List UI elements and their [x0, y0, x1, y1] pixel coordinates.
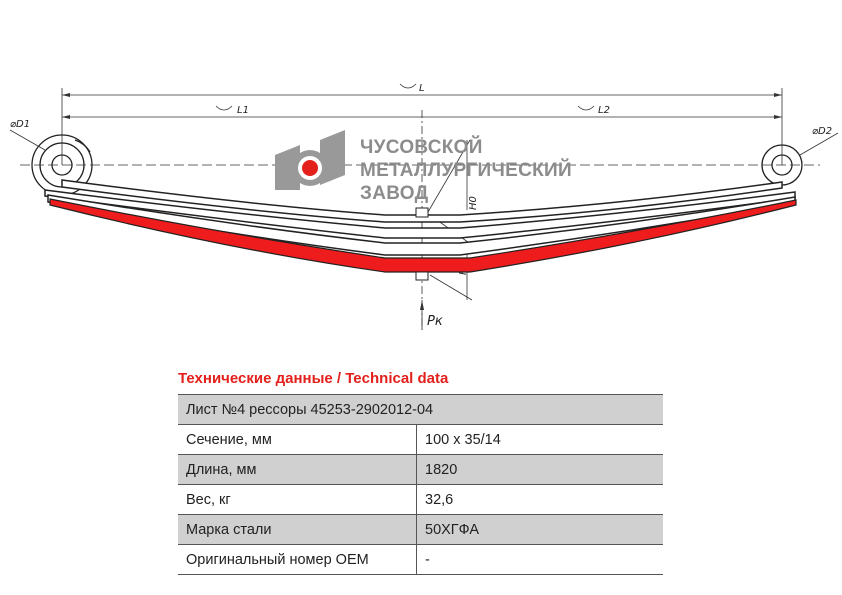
row-label: Длина, мм — [178, 454, 417, 485]
row-value: 32,6 — [416, 484, 663, 515]
dim-label-l1: L1 — [237, 105, 249, 116]
technical-data-table: Лист №4 рессоры 45253-2902012-04 Сечение… — [178, 394, 663, 575]
table-row: Оригинальный номер OEM - — [178, 544, 663, 575]
logo-line-1: ЧУСОВСКОЙ — [360, 136, 483, 158]
table-header-row: Лист №4 рессоры 45253-2902012-04 — [178, 394, 663, 425]
row-value: 1820 — [416, 454, 663, 485]
row-value: 100 х 35/14 — [416, 424, 663, 455]
logo-line-2: МЕТАЛЛУРГИЧЕСКИЙ — [360, 159, 572, 181]
dim-label-d2: ⌀D2 — [812, 126, 832, 137]
row-label: Вес, кг — [178, 484, 417, 515]
load-label-pk: Pк — [427, 314, 443, 329]
center-bolt — [415, 207, 429, 281]
company-logo: ЧУСОВСКОЙ МЕТАЛЛУРГИЧЕСКИЙ ЗАВОД — [275, 130, 572, 204]
row-label: Оригинальный номер OEM — [178, 544, 417, 575]
highlighted-leaf-4 — [49, 198, 797, 273]
table-header: Лист №4 рессоры 45253-2902012-04 — [178, 394, 663, 425]
row-label: Марка стали — [178, 514, 417, 545]
row-value: 50ХГФА — [416, 514, 663, 545]
dim-label-l: L — [419, 83, 425, 94]
dimension-arrows — [62, 93, 782, 310]
row-value: - — [416, 544, 663, 575]
leaf-spring-drawing: L L1 L2 ⌀D1 ⌀D2 H H0 Pк ЧУСОВСКОЙ МЕТАЛЛ… — [9, 83, 839, 330]
table-row: Вес, кг 32,6 — [178, 484, 663, 515]
dim-label-l2: L2 — [598, 105, 610, 116]
table-row: Марка стали 50ХГФА — [178, 514, 663, 545]
logo-line-3: ЗАВОД — [360, 183, 429, 204]
table-row: Длина, мм 1820 — [178, 454, 663, 485]
dim-label-d1: ⌀D1 — [10, 119, 30, 130]
technical-data-title: Технические данные / Technical data — [178, 370, 449, 387]
table-row: Сечение, мм 100 х 35/14 — [178, 424, 663, 455]
row-label: Сечение, мм — [178, 424, 417, 455]
dim-label-h0: H0 — [468, 196, 479, 210]
